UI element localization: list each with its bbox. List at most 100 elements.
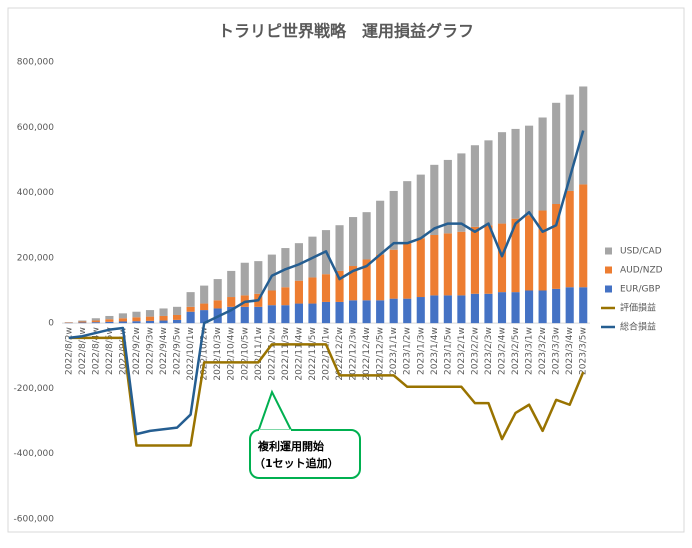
bar	[321, 274, 331, 302]
x-tick-label: 2022/9/2w	[132, 327, 142, 375]
bar	[335, 225, 344, 271]
x-tick-label: 2022/12/3w	[349, 327, 359, 381]
legend-label: 総合損益	[620, 321, 656, 333]
bar	[308, 277, 317, 304]
bar	[403, 243, 412, 299]
x-tick-label: 2023/3/4w	[565, 327, 575, 375]
x-tick-label: 2022/12/4w	[362, 327, 372, 381]
line	[68, 130, 585, 436]
bar	[552, 288, 561, 324]
x-tick-label: 2023/1/2w	[403, 327, 413, 375]
y-tick-label: -400,000	[14, 449, 55, 459]
bar	[145, 310, 155, 317]
bar	[511, 128, 520, 219]
bar	[403, 181, 412, 244]
x-tick-label: 2023/3/2w	[538, 327, 548, 375]
y-tick-label: -200,000	[14, 384, 55, 394]
bar	[91, 320, 100, 323]
bar	[538, 210, 547, 291]
bar	[457, 153, 466, 232]
bar	[430, 164, 439, 236]
legend-swatch	[605, 266, 612, 274]
bar	[579, 86, 588, 185]
x-tick-label: 2022/9/5w	[173, 327, 183, 375]
bar	[91, 322, 100, 324]
bar	[254, 261, 263, 294]
bar	[403, 298, 412, 324]
bar	[579, 184, 588, 288]
x-tick-label: 2022/8/5w	[105, 327, 115, 375]
x-tick-label: 2023/2/5w	[511, 327, 521, 375]
bar	[525, 290, 534, 324]
y-tick-label: 200,000	[17, 253, 54, 263]
chart-title: トラリピ世界戦略 運用損益グラフ	[218, 22, 474, 41]
x-tick-label: 2022/11/4w	[294, 327, 304, 381]
x-tick-label: 2023/1/4w	[430, 327, 440, 375]
x-tick-label: 2022/9/3w	[146, 327, 156, 375]
bar	[525, 215, 534, 291]
legend-label: USD/CAD	[620, 247, 662, 257]
bar	[240, 306, 249, 324]
bar	[362, 212, 371, 260]
bar	[186, 292, 195, 307]
bar	[173, 306, 182, 315]
legend-label: 評価損益	[620, 302, 656, 314]
bar	[78, 321, 87, 323]
x-tick-label: 2023/2/1w	[457, 327, 467, 375]
bar	[457, 231, 466, 296]
bar	[267, 254, 276, 291]
bar	[105, 319, 114, 322]
bar	[511, 292, 520, 324]
bar	[389, 190, 398, 250]
bar	[267, 305, 276, 324]
bar	[443, 295, 452, 324]
x-tick-label: 2022/8/4w	[91, 327, 101, 375]
x-tick-label: 2022/11/3w	[281, 327, 291, 381]
bar	[267, 290, 276, 306]
bar	[430, 235, 439, 296]
bar	[470, 293, 479, 324]
x-tick-label: 2023/2/3w	[484, 327, 494, 375]
bar	[484, 293, 493, 324]
bar	[335, 270, 344, 302]
bar	[430, 295, 439, 324]
bar	[497, 292, 507, 324]
x-tick-label: 2022/10/4w	[227, 327, 237, 381]
bar	[579, 287, 588, 324]
bar	[227, 270, 236, 298]
bar	[376, 254, 385, 301]
legend-label: AUD/NZD	[620, 266, 663, 276]
bar	[200, 285, 209, 304]
bar	[132, 321, 141, 324]
bar	[213, 279, 222, 301]
x-tick-label: 2022/10/2w	[200, 327, 210, 381]
bar	[538, 117, 547, 211]
x-tick-label: 2023/3/1w	[525, 327, 535, 375]
bar	[484, 140, 493, 226]
bar	[376, 300, 385, 324]
y-tick-label: 600,000	[17, 123, 54, 133]
bar	[497, 132, 507, 224]
x-tick-label: 2022/8/2w	[64, 327, 74, 375]
x-tick-label: 2023/1/1w	[389, 327, 399, 375]
legend-swatch	[605, 285, 612, 293]
x-tick-label: 2022/10/3w	[213, 327, 223, 381]
bar	[497, 223, 507, 293]
bar	[186, 311, 195, 324]
x-tick-label: 2022/12/5w	[376, 327, 386, 381]
line	[68, 336, 585, 447]
bar	[294, 243, 303, 281]
bar	[349, 300, 358, 324]
bar	[118, 321, 127, 324]
bar	[186, 306, 195, 312]
bar	[200, 310, 209, 324]
annotation: 複利運用開始	[257, 439, 324, 453]
y-tick-label: 800,000	[17, 58, 54, 68]
bar	[416, 174, 425, 239]
bar	[227, 306, 236, 324]
bar	[91, 318, 100, 321]
bar	[376, 200, 385, 255]
bar	[132, 311, 141, 318]
bar	[308, 303, 317, 324]
